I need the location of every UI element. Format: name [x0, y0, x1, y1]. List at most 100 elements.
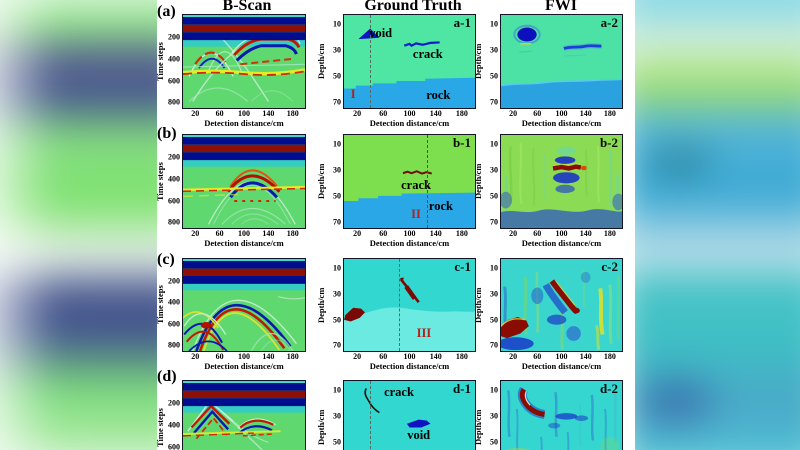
tick-label: 70	[333, 217, 341, 227]
tick-label: 100	[555, 352, 568, 361]
tick-label: 140	[579, 229, 592, 238]
tick-label: 20	[191, 109, 200, 118]
tick-label: 140	[262, 352, 275, 361]
row-label-b: (b)	[157, 125, 177, 142]
panel-id: a-2	[600, 15, 618, 30]
figure-canvas: B-Scan Ground Truth FWI (a) (b) (c) (d) …	[155, 0, 635, 450]
y-axis-label-time-steps: Time steps	[155, 408, 165, 447]
y-axis-label-depth: Depth/cm	[316, 43, 326, 80]
tick-label: 30	[333, 289, 341, 299]
tick-label: 50	[490, 71, 498, 81]
tick-label: 30	[333, 165, 341, 175]
row-label-a: (a)	[157, 3, 176, 20]
tick-label: 30	[490, 45, 498, 55]
fwi-result-b	[501, 135, 622, 228]
tick-label: 50	[333, 315, 341, 325]
tick-label: 140	[262, 109, 275, 118]
panel-id: c-2	[601, 259, 618, 274]
ground-truth-model-c	[344, 259, 475, 351]
tick-label: 60	[215, 352, 224, 361]
void-annotation: void	[407, 428, 431, 443]
tick-label: 400	[168, 174, 180, 184]
tick-label: 600	[168, 319, 180, 329]
tick-label: 180	[603, 352, 616, 361]
tick-label: 70	[490, 217, 498, 227]
tick-label: 200	[168, 152, 180, 162]
y-axis-label-time-steps: Time steps	[155, 42, 165, 81]
tick-label: 60	[533, 109, 542, 118]
tick-label: 100	[238, 352, 250, 361]
panel-a-bscan: Time steps 200 400 600 800 20 60 100 140 180 De…	[155, 14, 306, 128]
panel-c2-fwi: Depth/cm 10 30 50 70 20 60 100 140 180 Detectio…	[473, 258, 623, 371]
tick-label: 10	[490, 139, 498, 149]
blurred-backdrop-left	[0, 0, 186, 450]
tick-label: 180	[286, 229, 299, 238]
bscan-heatmap-d	[183, 381, 305, 450]
x-axis-label: Detection distance/cm	[204, 361, 284, 371]
tick-label: 10	[490, 385, 498, 395]
tick-label: 600	[168, 196, 180, 206]
panel-id: c-1	[454, 259, 471, 274]
tick-label: 30	[490, 165, 498, 175]
tick-label: 800	[168, 97, 180, 107]
x-axis-ticks: 20 60 100 140 180	[501, 228, 622, 238]
tick-label: 180	[455, 229, 468, 238]
tick-label: 180	[603, 229, 616, 238]
panel-c1-ground-truth: Depth/cm 10 30 50 70 20 60 100 140 180 Detectio…	[316, 258, 476, 371]
tick-label: 10	[333, 385, 341, 395]
tick-label: 140	[429, 109, 442, 118]
tick-label: 50	[490, 191, 498, 201]
tick-label: 30	[490, 289, 498, 299]
tick-label: 400	[168, 420, 180, 430]
tick-label: 50	[333, 437, 341, 447]
y-axis-ticks: 200 400 600 800	[166, 15, 181, 108]
panel-id: b-1	[452, 135, 471, 150]
x-axis-ticks: 20 60 100 140 180	[183, 351, 305, 361]
tick-label: 20	[191, 229, 200, 238]
y-axis-ticks: 200 400 600 800	[166, 135, 181, 228]
x-axis-label: Detection distance/cm	[204, 238, 284, 248]
x-axis-label: Detection distance/cm	[521, 361, 602, 371]
y-axis-label-time-steps: Time steps	[155, 162, 165, 201]
tick-label: 600	[168, 76, 180, 86]
x-axis-label: Detection distance/cm	[369, 118, 450, 128]
tick-label: 100	[238, 109, 250, 118]
tick-label: 50	[490, 315, 498, 325]
fwi-result-d	[501, 381, 622, 450]
tick-label: 140	[579, 352, 592, 361]
y-axis-ticks: 10 30 50 70	[484, 135, 499, 228]
panel-id: b-2	[599, 135, 618, 150]
x-axis-ticks: 20 60 100 140 180	[344, 108, 475, 118]
column-title-fwi: FWI	[545, 0, 577, 14]
tick-label: 100	[403, 229, 416, 238]
survey-line-iii-marker	[399, 259, 401, 351]
tick-label: 20	[353, 352, 362, 361]
tick-label: 60	[379, 352, 388, 361]
tick-label: 10	[333, 19, 341, 29]
tick-label: 600	[168, 442, 180, 450]
tick-label: 180	[603, 109, 616, 118]
tick-label: 400	[168, 54, 180, 64]
tick-label: 70	[333, 97, 341, 107]
tick-label: 20	[509, 352, 518, 361]
survey-line-marker	[370, 381, 372, 450]
tick-label: 60	[379, 109, 388, 118]
void-annotation: void	[369, 26, 393, 41]
panel-id: a-1	[453, 15, 471, 30]
tick-label: 50	[333, 71, 341, 81]
rock-annotation: rock	[428, 199, 453, 214]
tick-label: 100	[555, 229, 568, 238]
model-number-annotation: II	[411, 207, 421, 222]
panel-b-bscan: Time steps 200 400 600 800 20 60 100 140 180 De…	[155, 134, 306, 248]
tick-label: 100	[403, 109, 416, 118]
tick-label: 140	[429, 352, 442, 361]
tick-label: 10	[333, 139, 341, 149]
tick-label: 60	[215, 109, 224, 118]
panel-id: d-2	[599, 381, 618, 396]
